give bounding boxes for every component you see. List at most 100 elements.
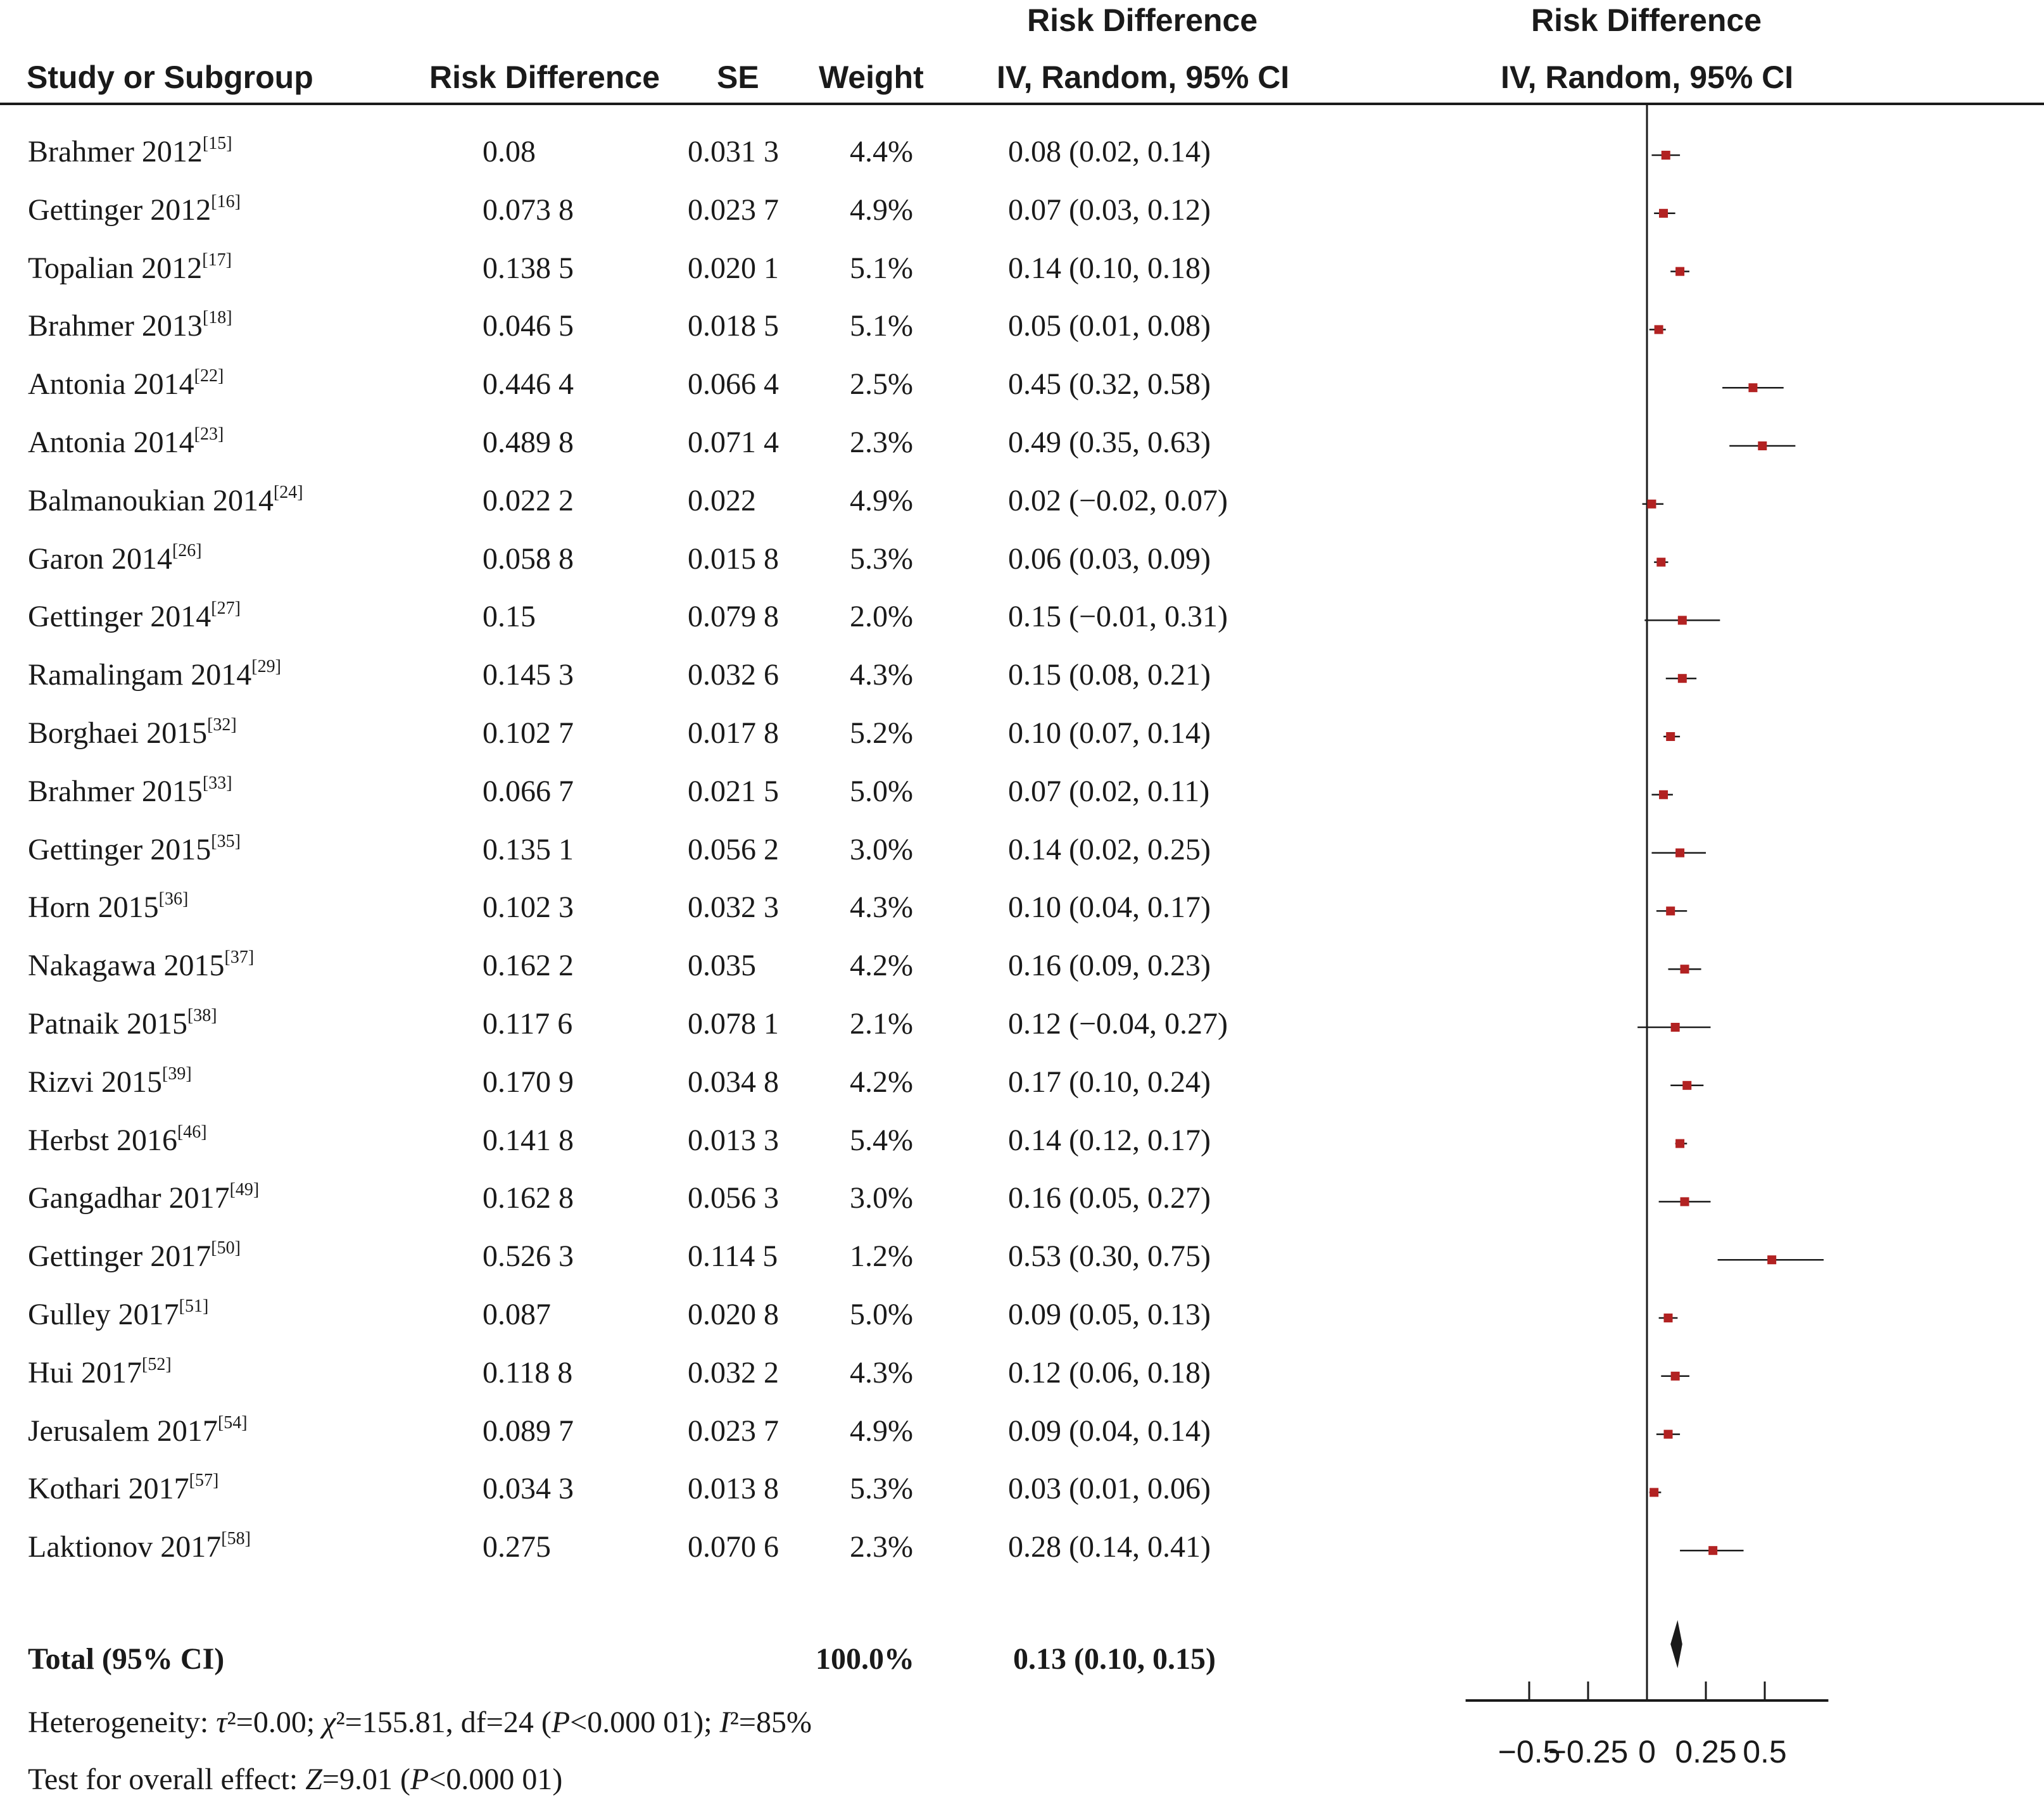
study-weight: 2.1% — [850, 1007, 913, 1041]
study-point-marker — [1666, 732, 1675, 741]
study-reference: [49] — [229, 1180, 260, 1200]
study-weight: 5.3% — [850, 1472, 913, 1506]
study-ci: 0.07 (0.02, 0.11) — [1008, 774, 1210, 808]
study-name: Rizvi 2015[39] — [28, 1065, 192, 1100]
study-ci: 0.09 (0.05, 0.13) — [1008, 1298, 1211, 1331]
study-reference: [17] — [202, 250, 232, 270]
study-se: 0.017 8 — [688, 716, 779, 750]
study-ci: 0.10 (0.07, 0.14) — [1008, 716, 1211, 750]
study-name: Brahmer 2012[15] — [28, 134, 232, 170]
study-se: 0.078 1 — [688, 1007, 779, 1041]
study-name: Garon 2014[26] — [28, 542, 202, 577]
study-reference: [37] — [224, 947, 255, 968]
study-weight: 2.3% — [850, 1530, 913, 1564]
study-name-text: Antonia 2014 — [28, 367, 194, 402]
study-weight: 5.3% — [850, 542, 913, 576]
study-risk-difference: 0.138 5 — [483, 251, 574, 285]
study-name-text: Horn 2015 — [28, 890, 159, 925]
study-risk-difference: 0.089 7 — [483, 1414, 574, 1448]
study-ci: 0.16 (0.05, 0.27) — [1008, 1181, 1211, 1215]
study-se: 0.032 2 — [688, 1355, 779, 1390]
study-point-marker — [1675, 267, 1685, 276]
study-name-text: Gettinger 2012 — [28, 193, 211, 227]
study-name-text: Rizvi 2015 — [28, 1065, 162, 1099]
study-reference: [51] — [179, 1296, 209, 1316]
total-ci: 0.13 (0.10, 0.15) — [1013, 1642, 1216, 1676]
study-point-marker — [1663, 1314, 1673, 1322]
study-point-marker — [1666, 906, 1675, 916]
header-risk-difference: Risk Difference — [429, 60, 660, 95]
study-name: Antonia 2014[22] — [28, 367, 224, 402]
study-se: 0.020 1 — [688, 251, 779, 285]
study-point-marker — [1708, 1546, 1718, 1555]
study-name: Patnaik 2015[38] — [28, 1006, 217, 1042]
study-name: Brahmer 2015[33] — [28, 774, 232, 809]
study-weight: 4.3% — [850, 1355, 913, 1390]
study-name: Balmanoukian 2014[24] — [28, 483, 303, 519]
study-name: Topalian 2012[17] — [28, 251, 232, 286]
study-reference: [58] — [221, 1529, 251, 1549]
study-name: Gangadhar 2017[49] — [28, 1181, 259, 1216]
study-se: 0.032 6 — [688, 658, 779, 692]
study-weight: 3.0% — [850, 1181, 913, 1215]
study-reference: [26] — [172, 540, 202, 560]
study-point-marker — [1647, 499, 1656, 509]
study-risk-difference: 0.08 — [483, 135, 536, 168]
study-se: 0.020 8 — [688, 1298, 779, 1331]
study-reference: [18] — [202, 308, 232, 328]
study-name-text: Hui 2017 — [28, 1355, 142, 1390]
study-name: Gettinger 2012[16] — [28, 193, 241, 228]
study-name: Kothari 2017[57] — [28, 1471, 218, 1507]
study-risk-difference: 0.058 8 — [483, 542, 574, 576]
study-ci: 0.05 (0.01, 0.08) — [1008, 309, 1211, 343]
study-ci: 0.03 (0.01, 0.06) — [1008, 1472, 1211, 1506]
study-risk-difference: 0.087 — [483, 1298, 551, 1331]
study-reference: [36] — [158, 889, 189, 909]
study-se: 0.032 3 — [688, 890, 779, 925]
study-point-marker — [1675, 1139, 1685, 1148]
header-ci-bottom: IV, Random, 95% CI — [997, 60, 1290, 95]
study-name-text: Herbst 2016 — [28, 1123, 177, 1157]
study-name: Gettinger 2015[35] — [28, 832, 241, 868]
study-point-marker — [1677, 674, 1687, 683]
study-point-marker — [1654, 325, 1663, 334]
study-ci: 0.07 (0.03, 0.12) — [1008, 193, 1211, 227]
study-ci: 0.16 (0.09, 0.23) — [1008, 949, 1211, 983]
study-weight: 4.9% — [850, 483, 913, 517]
study-name-text: Nakagawa 2015 — [28, 949, 225, 983]
study-se: 0.023 7 — [688, 193, 779, 227]
study-risk-difference: 0.526 3 — [483, 1239, 574, 1274]
study-name: Horn 2015[36] — [28, 890, 188, 925]
study-point-marker — [1767, 1255, 1777, 1265]
study-se: 0.079 8 — [688, 600, 779, 634]
study-weight: 2.5% — [850, 367, 913, 402]
x-tick-label: −0.25 — [1548, 1734, 1629, 1770]
study-reference: [27] — [211, 598, 241, 619]
study-risk-difference: 0.170 9 — [483, 1065, 574, 1099]
study-point-marker — [1659, 208, 1669, 218]
study-ci: 0.12 (−0.04, 0.27) — [1008, 1007, 1228, 1041]
study-risk-difference: 0.066 7 — [483, 774, 574, 808]
study-risk-difference: 0.489 8 — [483, 426, 574, 459]
study-weight: 5.0% — [850, 1298, 913, 1331]
study-reference: [32] — [207, 715, 237, 735]
study-point-marker — [1650, 1488, 1659, 1497]
study-name-text: Topalian 2012 — [28, 251, 203, 285]
study-ci: 0.14 (0.10, 0.18) — [1008, 251, 1211, 285]
study-ci: 0.45 (0.32, 0.58) — [1008, 367, 1211, 402]
study-ci: 0.14 (0.12, 0.17) — [1008, 1123, 1211, 1157]
study-se: 0.056 3 — [688, 1181, 779, 1215]
study-weight: 4.2% — [850, 1065, 913, 1099]
study-point-marker — [1663, 1429, 1673, 1439]
study-weight: 5.2% — [850, 716, 913, 750]
study-ci: 0.15 (−0.01, 0.31) — [1008, 600, 1228, 634]
study-name: Antonia 2014[23] — [28, 425, 224, 460]
study-name-text: Ramalingam 2014 — [28, 658, 252, 692]
study-ci: 0.28 (0.14, 0.41) — [1008, 1530, 1211, 1564]
study-risk-difference: 0.15 — [483, 600, 536, 634]
study-se: 0.114 5 — [688, 1239, 778, 1274]
study-reference: [38] — [187, 1006, 217, 1025]
study-reference: [15] — [202, 134, 232, 153]
study-risk-difference: 0.145 3 — [483, 658, 574, 692]
